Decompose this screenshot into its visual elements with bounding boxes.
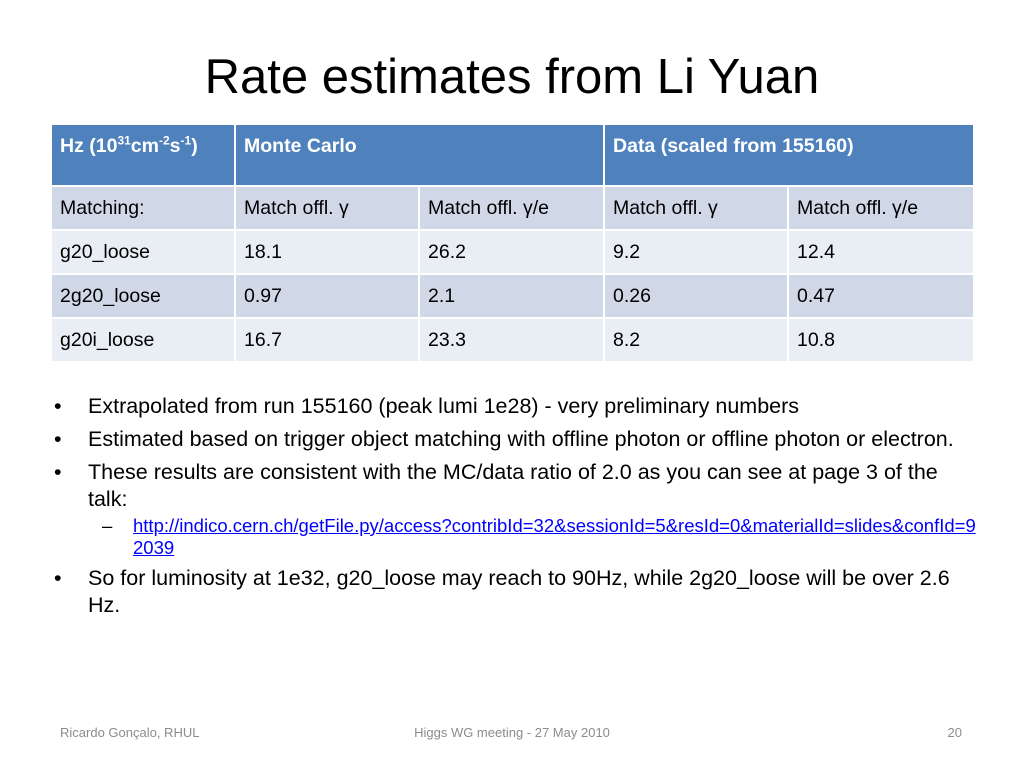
table-cell: 9.2 [603,229,790,275]
header-cell-data: Data (scaled from 155160) [603,123,976,187]
bullet-icon: • [54,394,62,418]
table-cell: 16.7 [234,317,420,363]
row-label: g20i_loose [50,317,236,363]
table-cell: Match offl. γ/e [787,185,976,231]
row-label: g20_loose [50,229,236,275]
table-cell: 2.1 [417,273,606,319]
footer-meeting: Higgs WG meeting - 27 May 2010 [414,725,610,740]
bullet-text: So for luminosity at 1e32, g20_loose may… [88,566,950,617]
footer-author: Ricardo Gonçalo, RHUL [60,725,200,740]
header-cell-units: Hz (1031cm-2s-1) [50,123,236,187]
table-header-row: Hz (1031cm-2s-1) Monte Carlo Data (scale… [50,123,976,187]
table-row: g20i_loose 16.7 23.3 8.2 10.8 [50,317,976,363]
table-cell: Match offl. γ [603,185,790,231]
rates-table: Hz (1031cm-2s-1) Monte Carlo Data (scale… [50,123,976,363]
row-label: 2g20_loose [50,273,236,319]
bullet-text: Estimated based on trigger object matchi… [88,427,954,451]
table-cell: 0.97 [234,273,420,319]
slide-title: Rate estimates from Li Yuan [204,50,820,104]
bullet-icon: • [54,566,62,590]
bullet-item: • These results are consistent with the … [50,459,980,559]
table-cell: 23.3 [417,317,606,363]
bullet-icon: • [54,460,62,484]
table-row: Matching: Match offl. γ Match offl. γ/e … [50,185,976,231]
bullet-icon: • [54,427,62,451]
dash-icon: – [102,515,113,536]
table-row: 2g20_loose 0.97 2.1 0.26 0.47 [50,273,976,319]
bullet-text: Extrapolated from run 155160 (peak lumi … [88,394,800,418]
table-cell: 8.2 [603,317,790,363]
table-cell: 26.2 [417,229,606,275]
footer-page-number: 20 [947,725,962,740]
row-label: Matching: [50,185,236,231]
bullet-item: • Estimated based on trigger object matc… [50,426,980,453]
table-cell: Match offl. γ/e [417,185,606,231]
header-cell-monte-carlo: Monte Carlo [233,123,606,187]
talk-link[interactable]: http://indico.cern.ch/getFile.py/access?… [133,515,976,558]
table-cell: 10.8 [787,317,976,363]
bullet-item: • So for luminosity at 1e32, g20_loose m… [50,565,980,619]
table-row: g20_loose 18.1 26.2 9.2 12.4 [50,229,976,275]
table-cell: 12.4 [787,229,976,275]
sub-bullet-item: – http://indico.cern.ch/getFile.py/acces… [88,515,980,559]
bullet-text: These results are consistent with the MC… [88,460,938,511]
table-cell: 0.47 [787,273,976,319]
bullet-list: • Extrapolated from run 155160 (peak lum… [50,393,980,625]
bullet-item: • Extrapolated from run 155160 (peak lum… [50,393,980,420]
table-cell: 18.1 [234,229,420,275]
table-cell: 0.26 [603,273,790,319]
sub-bullet-list: – http://indico.cern.ch/getFile.py/acces… [88,515,980,559]
table-cell: Match offl. γ [234,185,420,231]
